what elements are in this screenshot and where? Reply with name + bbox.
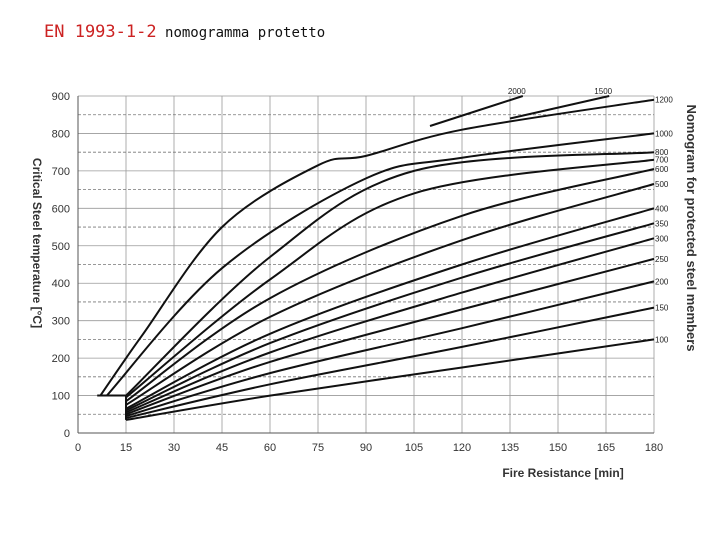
x-tick-label: 45 bbox=[216, 442, 228, 454]
slide-title-text: nomogramma protetto bbox=[156, 25, 326, 41]
curve-100-label: 100 bbox=[655, 335, 669, 344]
y-tick-label: 800 bbox=[52, 128, 70, 140]
x-tick-label: 165 bbox=[597, 442, 615, 454]
x-tick-label: 180 bbox=[645, 442, 663, 454]
curve-350 bbox=[125, 222, 655, 412]
curve-700 bbox=[125, 158, 655, 399]
x-tick-label: 60 bbox=[264, 442, 276, 454]
y-tick-label: 100 bbox=[52, 391, 70, 403]
curve-500 bbox=[125, 183, 655, 406]
x-tick-label: 15 bbox=[120, 442, 132, 454]
curve-800-label: 800 bbox=[655, 148, 669, 157]
x-tick-label: 30 bbox=[168, 442, 180, 454]
curve-2000 bbox=[429, 95, 524, 127]
curve-400 bbox=[125, 207, 655, 410]
slide-title: EN 1993-1-2 nomogramma protetto bbox=[44, 22, 325, 42]
x-tick-label: 90 bbox=[360, 442, 372, 454]
curve-200-label: 200 bbox=[655, 277, 669, 286]
y-tick-label: 400 bbox=[52, 278, 70, 290]
y-tick-label: 300 bbox=[52, 316, 70, 328]
curve-600 bbox=[125, 168, 655, 403]
curve-200 bbox=[125, 280, 655, 418]
curve-600-label: 600 bbox=[655, 165, 669, 174]
curve-1500 bbox=[509, 95, 610, 120]
curve-1000-label: 1000 bbox=[655, 129, 673, 138]
x-tick-label: 75 bbox=[312, 442, 324, 454]
curve-400-label: 400 bbox=[655, 204, 669, 213]
curve-layer bbox=[97, 95, 655, 421]
curve-1200-label: 1200 bbox=[655, 96, 673, 105]
curve-800 bbox=[125, 151, 655, 397]
y-tick-label: 700 bbox=[52, 166, 70, 178]
y-tick-label: 900 bbox=[52, 91, 70, 103]
curve-1000 bbox=[106, 132, 655, 397]
y-tick-label: 500 bbox=[52, 241, 70, 253]
y-tick-label: 0 bbox=[64, 428, 70, 440]
x-tick-label: 135 bbox=[501, 442, 519, 454]
curve-700-label: 700 bbox=[655, 156, 669, 165]
curve-2000-label: 2000 bbox=[508, 87, 526, 96]
curve-1200 bbox=[99, 98, 655, 397]
tick-layer: 0 15 30 45 60 75 90 105 120 135 150 165 180 0 100 200 30… bbox=[52, 91, 664, 454]
curve-250-label: 250 bbox=[655, 255, 669, 264]
curve-250 bbox=[125, 257, 655, 416]
y-tick-label: 200 bbox=[52, 353, 70, 365]
x-tick-label: 0 bbox=[75, 442, 81, 454]
y-tick-label: 600 bbox=[52, 203, 70, 215]
chart-title: Nomogram for protected steel members bbox=[684, 104, 699, 351]
grid-layer bbox=[77, 95, 655, 434]
curve-150-label: 150 bbox=[655, 304, 669, 313]
curve-100 bbox=[125, 338, 655, 421]
x-tick-label: 120 bbox=[453, 442, 471, 454]
curve-300-label: 300 bbox=[655, 234, 669, 243]
y-axis-title: Critical Steel temperature [°C] bbox=[30, 158, 44, 328]
curve-150 bbox=[125, 306, 655, 419]
curve-500-label: 500 bbox=[655, 180, 669, 189]
x-tick-label: 150 bbox=[549, 442, 567, 454]
curve-350-label: 350 bbox=[655, 219, 669, 228]
x-axis-title: Fire Resistance [min] bbox=[502, 466, 623, 480]
slide-title-code: EN 1993-1-2 bbox=[44, 22, 157, 42]
curve-1500-label: 1500 bbox=[594, 87, 612, 96]
curve-300 bbox=[125, 237, 655, 414]
x-tick-label: 105 bbox=[405, 442, 423, 454]
